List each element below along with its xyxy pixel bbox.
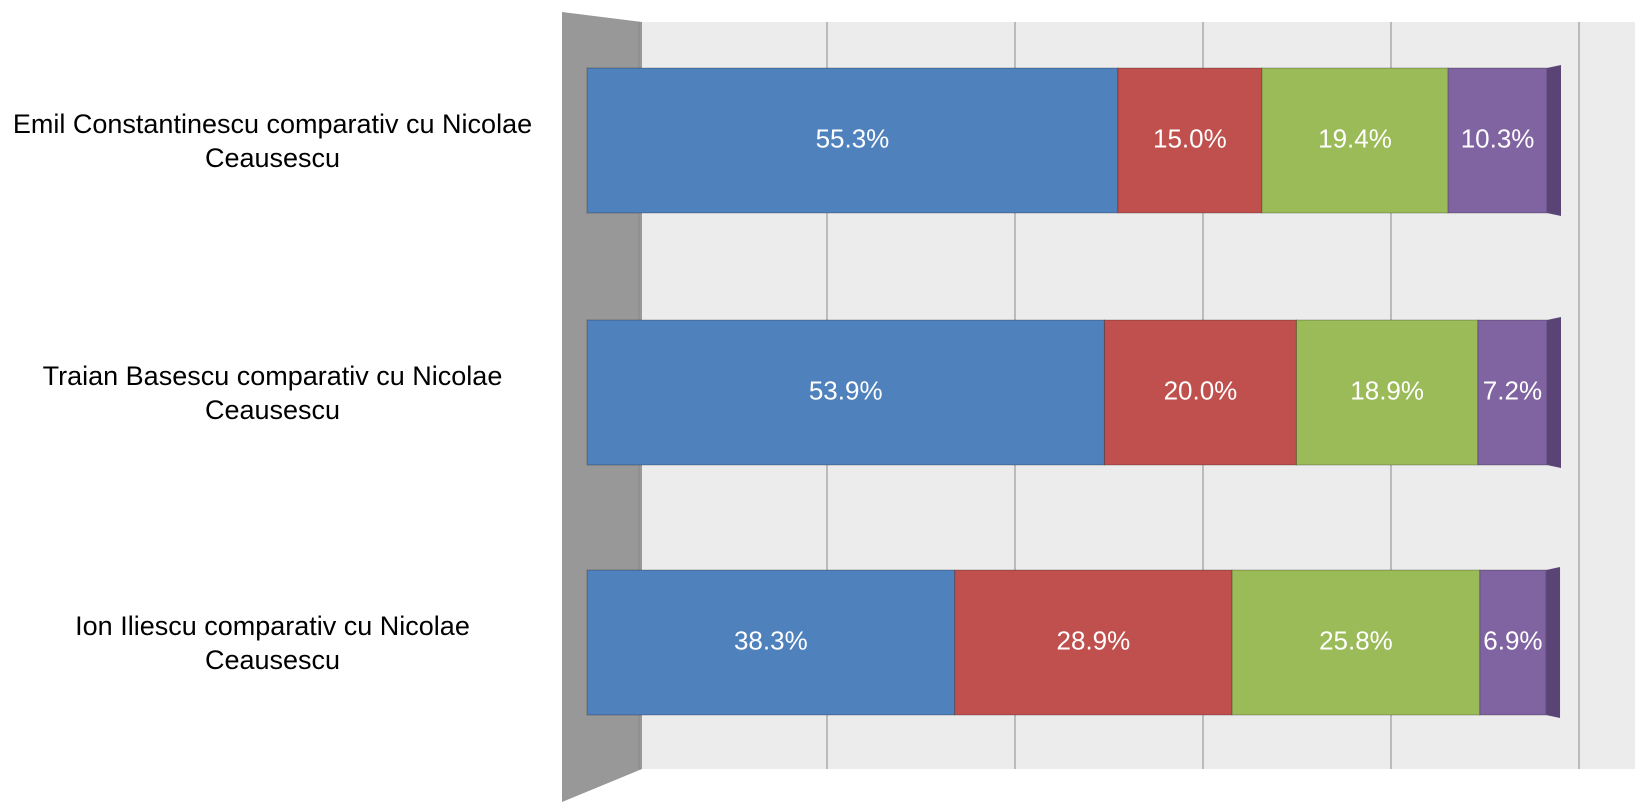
bar-segment — [1479, 569, 1547, 716]
bar-segment — [586, 569, 956, 716]
value-label: 15.0% — [1153, 123, 1227, 153]
bar-segment — [1295, 319, 1479, 466]
bar-segment — [586, 319, 1105, 466]
value-label: 38.3% — [734, 625, 808, 655]
value-label: 7.2% — [1483, 375, 1542, 405]
bar-side — [1546, 567, 1561, 718]
value-label: 10.3% — [1461, 123, 1535, 153]
value-label: 55.3% — [816, 123, 890, 153]
value-label: 18.9% — [1350, 375, 1424, 405]
bar-segment — [1477, 319, 1548, 466]
bar-segment — [954, 569, 1233, 716]
bar-segment — [1103, 319, 1297, 466]
bar-side — [1547, 317, 1561, 468]
category-text: Ion Iliescu comparativ cu Nicolae Ceause… — [75, 610, 470, 675]
value-label: 6.9% — [1483, 625, 1542, 655]
category-label: Traian Basescu comparativ cu Nicolae Cea… — [0, 359, 540, 427]
bar-segment — [1261, 67, 1449, 214]
category-label: Emil Constantinescu comparativ cu Nicola… — [0, 107, 540, 175]
value-label: 20.0% — [1164, 375, 1238, 405]
category-text: Traian Basescu comparativ cu Nicolae Cea… — [42, 360, 503, 425]
bar-segment — [586, 67, 1119, 214]
bar-segment — [1447, 67, 1548, 214]
category-label: Ion Iliescu comparativ cu Nicolae Ceause… — [0, 609, 540, 677]
bar-segment — [1117, 67, 1263, 214]
value-label: 28.9% — [1057, 625, 1131, 655]
bar-side — [1547, 65, 1561, 216]
value-label: 19.4% — [1318, 123, 1392, 153]
bar-segment — [1231, 569, 1481, 716]
value-label: 53.9% — [809, 375, 883, 405]
category-text: Emil Constantinescu comparativ cu Nicola… — [12, 108, 533, 173]
value-label: 25.8% — [1319, 625, 1393, 655]
